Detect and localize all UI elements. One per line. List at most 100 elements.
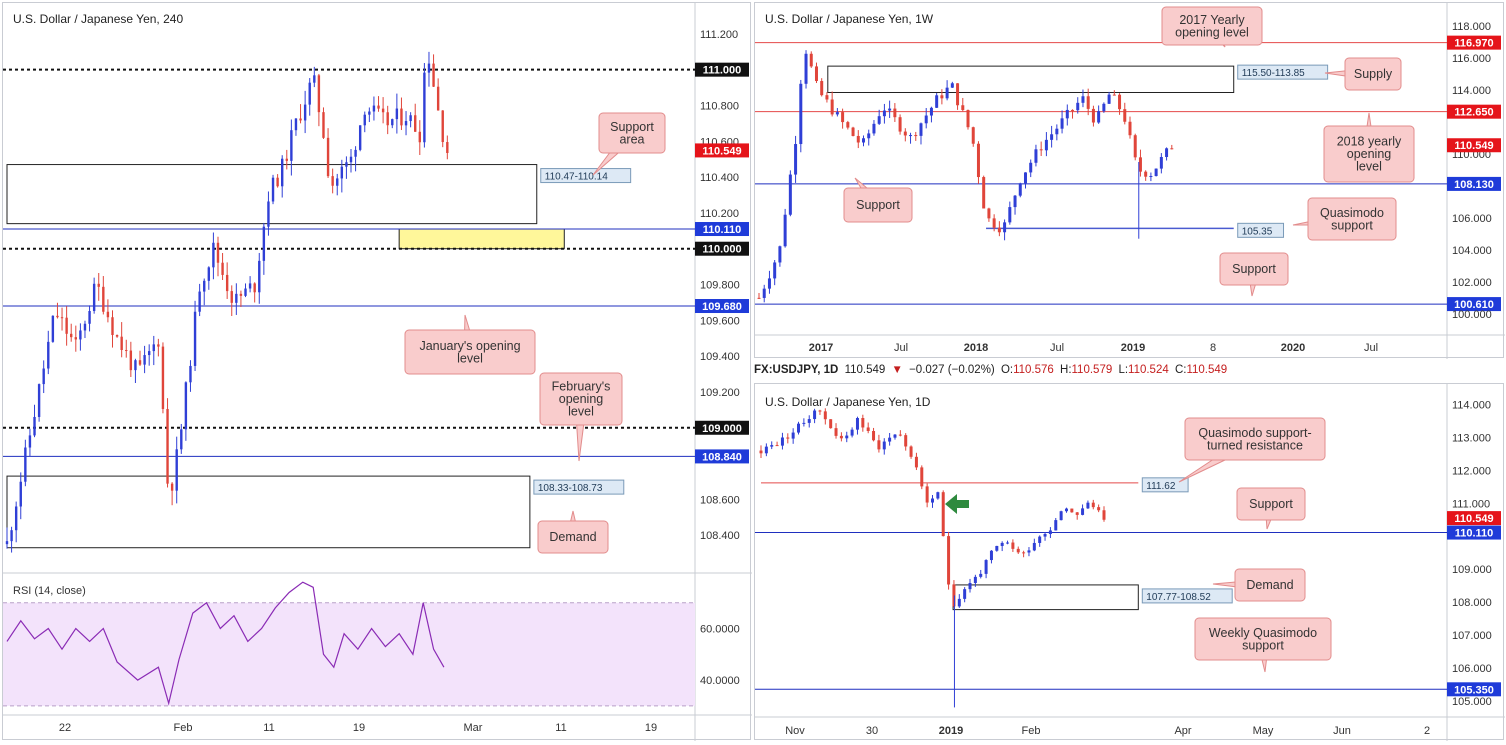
bull-candle xyxy=(193,311,197,366)
bull-candle xyxy=(762,288,766,298)
bull-candle xyxy=(294,118,298,131)
bull-candle xyxy=(281,158,284,187)
bear-candle xyxy=(70,333,73,338)
bear-candle xyxy=(1144,171,1148,177)
bull-candle xyxy=(184,382,188,430)
bear-candle xyxy=(814,66,818,82)
last-price-tag-bg xyxy=(695,143,749,158)
callout-february-open-text: February's xyxy=(552,380,611,394)
weekly-chart-panel[interactable]: U.S. Dollar / Japanese Yen, 1W 115.50-113… xyxy=(754,2,1505,359)
bear-candle xyxy=(381,108,385,113)
bull-candle xyxy=(391,119,394,126)
y-tick-label: 114.000 xyxy=(1452,399,1491,411)
daily-chart[interactable]: U.S. Dollar / Japanese Yen, 1D 111.62 107.… xyxy=(755,384,1505,741)
bear-candle xyxy=(952,584,956,607)
rsi-y-tick: 40.0000 xyxy=(700,675,740,687)
bear-candle xyxy=(414,115,417,132)
last-price-tag: 110.549 xyxy=(702,145,741,157)
level-price-tag: 111.000 xyxy=(703,65,742,77)
bull-candle xyxy=(267,201,270,227)
bear-candle xyxy=(759,450,763,454)
callout-quasimodo-text: Quasimodo xyxy=(1320,206,1384,220)
bull-candle xyxy=(336,178,339,186)
y-tick-label: 102.000 xyxy=(1452,277,1492,289)
bull-candle xyxy=(1013,195,1017,208)
bull-candle xyxy=(134,360,137,371)
x-tick-label: 30 xyxy=(866,725,878,737)
bear-candle xyxy=(56,315,59,318)
high-label: H: xyxy=(1060,364,1072,376)
bear-candle xyxy=(386,112,389,126)
daily-info-bar: FX:USDJPY, 1D 110.549 ▼ −0.027 (−0.02%) … xyxy=(754,364,1504,380)
x-tick-label: 2019 xyxy=(1121,342,1145,354)
level-price-tag-bg xyxy=(695,449,749,464)
callout-support-low-text: Support xyxy=(1232,262,1276,276)
level-price-tag: 109.680 xyxy=(702,301,742,313)
bear-candle xyxy=(166,408,169,484)
bull-candle xyxy=(235,293,238,303)
x-tick-label: Jul xyxy=(1050,342,1064,354)
x-tick-label: Jun xyxy=(1333,725,1351,737)
bear-candle xyxy=(841,112,845,123)
rsi-label: RSI (14, close) xyxy=(13,585,86,597)
zone-label: 115.50-113.85 xyxy=(1242,68,1305,79)
bull-candle xyxy=(203,280,206,292)
h4-chart[interactable]: U.S. Dollar / Japanese Yen, 240 110.47-11… xyxy=(3,3,752,741)
chart-title: U.S. Dollar / Japanese Yen, 240 xyxy=(13,12,183,26)
low-value: 110.524 xyxy=(1128,364,1169,376)
bull-candle xyxy=(51,315,55,342)
last-price-tag: 110.549 xyxy=(1454,513,1493,525)
bull-candle xyxy=(42,368,45,385)
zone-box xyxy=(6,164,538,225)
x-tick-label: Mar xyxy=(464,722,483,734)
last-price-tag-bg xyxy=(1447,138,1501,153)
bear-candle xyxy=(914,135,918,137)
bull-candle xyxy=(813,410,817,420)
x-tick-label: Nov xyxy=(785,725,805,737)
callout-demand-text: Demand xyxy=(1246,578,1293,592)
callout-february-open-text: level xyxy=(568,405,594,419)
bear-candle xyxy=(1022,552,1026,554)
bull-candle xyxy=(1059,511,1063,521)
level-price-tag-bg xyxy=(1447,35,1501,50)
close-label: C: xyxy=(1174,364,1187,376)
bear-candle xyxy=(823,411,827,420)
callout-quasimodo-text: support xyxy=(1331,218,1373,232)
bull-candle xyxy=(1038,536,1042,543)
bear-candle xyxy=(941,492,945,537)
bear-candle xyxy=(872,430,876,441)
bull-candle xyxy=(778,246,782,263)
zone-label-bg xyxy=(533,479,625,495)
bull-candle xyxy=(143,355,146,365)
y-tick-label: 109.800 xyxy=(700,280,740,292)
level-price-tag-bg xyxy=(695,420,749,435)
bull-candle xyxy=(931,498,934,503)
bear-candle xyxy=(992,218,996,228)
supply-zone-box xyxy=(827,65,1235,93)
bull-candle xyxy=(888,108,892,111)
bear-candle xyxy=(866,427,870,431)
h4-chart-panel[interactable]: U.S. Dollar / Japanese Yen, 240 110.47-11… xyxy=(2,2,752,741)
bull-candle xyxy=(799,83,803,145)
bull-candle xyxy=(835,112,839,115)
zone-label: 108.33-108.73 xyxy=(538,483,603,494)
weekly-chart[interactable]: U.S. Dollar / Japanese Yen, 1W 115.50-113… xyxy=(755,3,1505,359)
bull-candle xyxy=(37,384,41,417)
bull-candle xyxy=(303,104,307,121)
level-price-tag-bg xyxy=(695,241,749,256)
zone-label-bg xyxy=(1237,64,1329,80)
bull-candle xyxy=(888,437,892,442)
bull-candle xyxy=(404,121,408,126)
level-price-tag: 110.110 xyxy=(703,224,742,236)
bull-candle xyxy=(10,530,13,542)
chart-title: U.S. Dollar / Japanese Yen, 1D xyxy=(765,395,931,409)
bull-candle xyxy=(882,441,886,450)
bull-candle xyxy=(936,492,940,499)
level-price-tag: 109.000 xyxy=(702,423,742,435)
bull-candle xyxy=(88,311,91,324)
callout-january-open-text: level xyxy=(457,351,483,365)
bull-candle xyxy=(1054,520,1058,531)
bear-candle xyxy=(956,83,960,106)
daily-chart-panel[interactable]: U.S. Dollar / Japanese Yen, 1D 111.62 107.… xyxy=(754,383,1505,741)
bull-candle xyxy=(340,166,344,179)
